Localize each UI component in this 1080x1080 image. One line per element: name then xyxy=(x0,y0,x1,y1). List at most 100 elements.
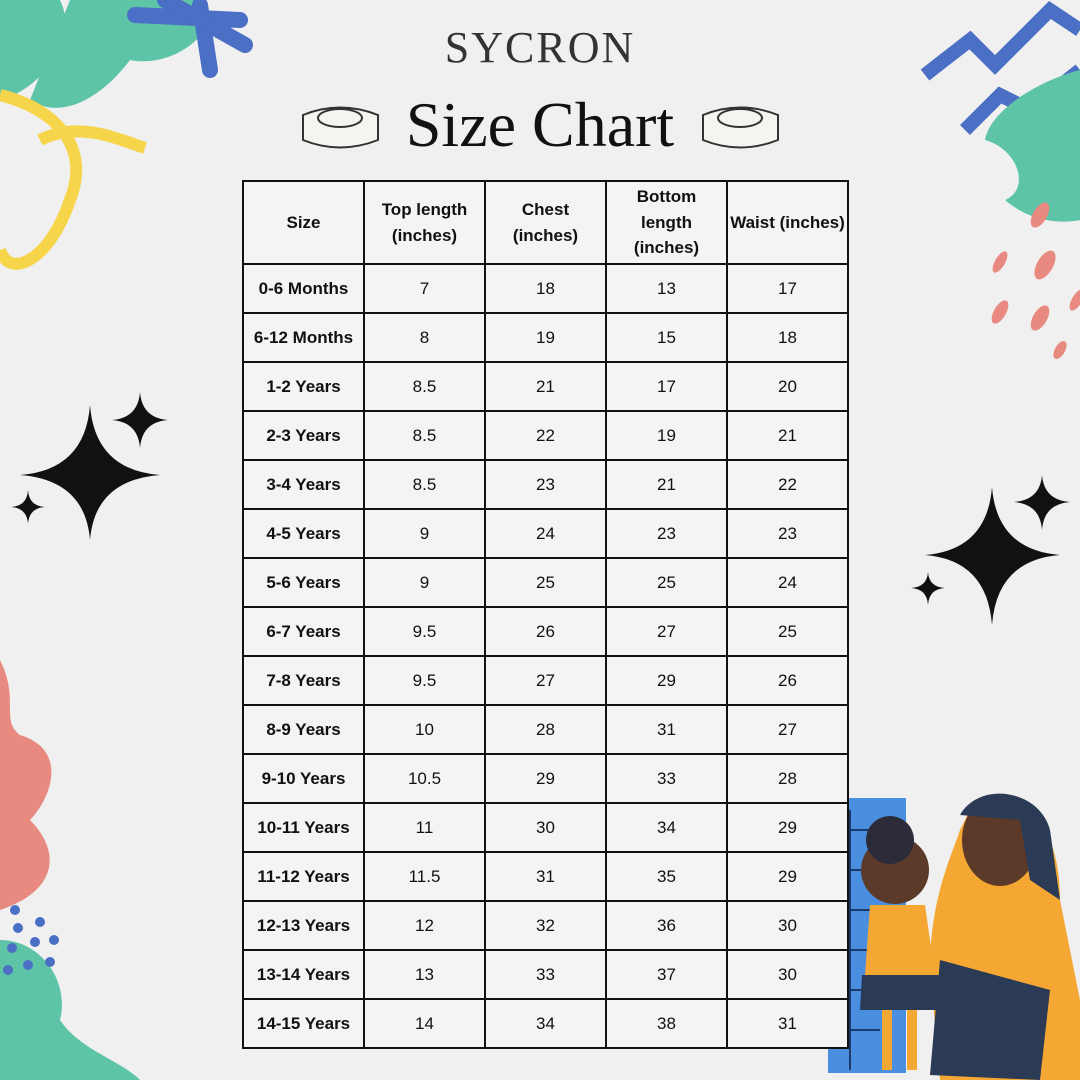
column-header: Bottom length (inches) xyxy=(605,180,728,265)
value-cell: 9 xyxy=(363,557,486,608)
size-cell: 10-11 Years xyxy=(242,802,365,853)
table-row: 5-6 Years 9 25 25 24 xyxy=(242,557,849,608)
value-cell: 34 xyxy=(605,802,728,853)
size-cell: 0-6 Months xyxy=(242,263,365,314)
value-cell: 31 xyxy=(605,704,728,755)
value-cell: 8.5 xyxy=(363,459,486,510)
size-cell: 2-3 Years xyxy=(242,410,365,461)
value-cell: 33 xyxy=(605,753,728,804)
value-cell: 13 xyxy=(605,263,728,314)
table-row: 12-13 Years 12 32 36 30 xyxy=(242,900,849,951)
value-cell: 24 xyxy=(726,557,849,608)
value-cell: 23 xyxy=(605,508,728,559)
value-cell: 25 xyxy=(726,606,849,657)
value-cell: 9 xyxy=(363,508,486,559)
value-cell: 36 xyxy=(605,900,728,951)
value-cell: 32 xyxy=(484,900,607,951)
value-cell: 30 xyxy=(726,900,849,951)
value-cell: 25 xyxy=(605,557,728,608)
size-cell: 1-2 Years xyxy=(242,361,365,412)
table-row: 7-8 Years 9.5 27 29 26 xyxy=(242,655,849,706)
title: Size Chart xyxy=(405,89,675,160)
value-cell: 28 xyxy=(484,704,607,755)
value-cell: 12 xyxy=(363,900,486,951)
value-cell: 20 xyxy=(726,361,849,412)
value-cell: 10.5 xyxy=(363,753,486,804)
value-cell: 18 xyxy=(726,312,849,363)
value-cell: 14 xyxy=(363,998,486,1049)
size-table: Size Top length (inches) Chest (inches) Bot… xyxy=(242,180,849,1049)
value-cell: 11.5 xyxy=(363,851,486,902)
value-cell: 8.5 xyxy=(363,361,486,412)
size-cell: 13-14 Years xyxy=(242,949,365,1000)
value-cell: 9.5 xyxy=(363,655,486,706)
size-cell: 3-4 Years xyxy=(242,459,365,510)
size-cell: 6-7 Years xyxy=(242,606,365,657)
value-cell: 38 xyxy=(605,998,728,1049)
value-cell: 23 xyxy=(484,459,607,510)
value-cell: 8.5 xyxy=(363,410,486,461)
value-cell: 24 xyxy=(484,508,607,559)
size-cell: 4-5 Years xyxy=(242,508,365,559)
table-row: 4-5 Years 9 24 23 23 xyxy=(242,508,849,559)
header-row: Size Top length (inches) Chest (inches) Bot… xyxy=(242,180,849,265)
value-cell: 22 xyxy=(484,410,607,461)
value-cell: 19 xyxy=(484,312,607,363)
size-cell: 6-12 Months xyxy=(242,312,365,363)
value-cell: 23 xyxy=(726,508,849,559)
value-cell: 10 xyxy=(363,704,486,755)
table-row: 2-3 Years 8.5 22 19 21 xyxy=(242,410,849,461)
table-row: 3-4 Years 8.5 23 21 22 xyxy=(242,459,849,510)
value-cell: 37 xyxy=(605,949,728,1000)
value-cell: 27 xyxy=(605,606,728,657)
value-cell: 9.5 xyxy=(363,606,486,657)
value-cell: 31 xyxy=(484,851,607,902)
column-header: Chest (inches) xyxy=(484,180,607,265)
size-cell: 11-12 Years xyxy=(242,851,365,902)
table-row: 6-12 Months 8 19 15 18 xyxy=(242,312,849,363)
table-row: 14-15 Years 14 34 38 31 xyxy=(242,998,849,1049)
value-cell: 29 xyxy=(726,802,849,853)
value-cell: 34 xyxy=(484,998,607,1049)
value-cell: 28 xyxy=(726,753,849,804)
value-cell: 26 xyxy=(726,655,849,706)
table-row: 6-7 Years 9.5 26 27 25 xyxy=(242,606,849,657)
size-cell: 9-10 Years xyxy=(242,753,365,804)
value-cell: 17 xyxy=(605,361,728,412)
value-cell: 29 xyxy=(484,753,607,804)
table-row: 11-12 Years 11.5 31 35 29 xyxy=(242,851,849,902)
value-cell: 30 xyxy=(726,949,849,1000)
table-row: 9-10 Years 10.5 29 33 28 xyxy=(242,753,849,804)
value-cell: 11 xyxy=(363,802,486,853)
table-row: 10-11 Years 11 30 34 29 xyxy=(242,802,849,853)
size-cell: 5-6 Years xyxy=(242,557,365,608)
table-row: 1-2 Years 8.5 21 17 20 xyxy=(242,361,849,412)
value-cell: 21 xyxy=(605,459,728,510)
value-cell: 7 xyxy=(363,263,486,314)
size-cell: 14-15 Years xyxy=(242,998,365,1049)
value-cell: 15 xyxy=(605,312,728,363)
value-cell: 21 xyxy=(484,361,607,412)
size-cell: 7-8 Years xyxy=(242,655,365,706)
value-cell: 33 xyxy=(484,949,607,1000)
value-cell: 27 xyxy=(484,655,607,706)
brand: SYCRON xyxy=(444,23,636,72)
size-cell: 12-13 Years xyxy=(242,900,365,951)
value-cell: 26 xyxy=(484,606,607,657)
value-cell: 31 xyxy=(726,998,849,1049)
table-row: 0-6 Months 7 18 13 17 xyxy=(242,263,849,314)
value-cell: 30 xyxy=(484,802,607,853)
value-cell: 35 xyxy=(605,851,728,902)
column-header: Size xyxy=(242,180,365,265)
value-cell: 19 xyxy=(605,410,728,461)
value-cell: 25 xyxy=(484,557,607,608)
table-row: 8-9 Years 10 28 31 27 xyxy=(242,704,849,755)
value-cell: 22 xyxy=(726,459,849,510)
value-cell: 13 xyxy=(363,949,486,1000)
column-header: Waist (inches) xyxy=(726,180,849,265)
value-cell: 18 xyxy=(484,263,607,314)
table-row: 13-14 Years 13 33 37 30 xyxy=(242,949,849,1000)
value-cell: 17 xyxy=(726,263,849,314)
column-header: Top length (inches) xyxy=(363,180,486,265)
